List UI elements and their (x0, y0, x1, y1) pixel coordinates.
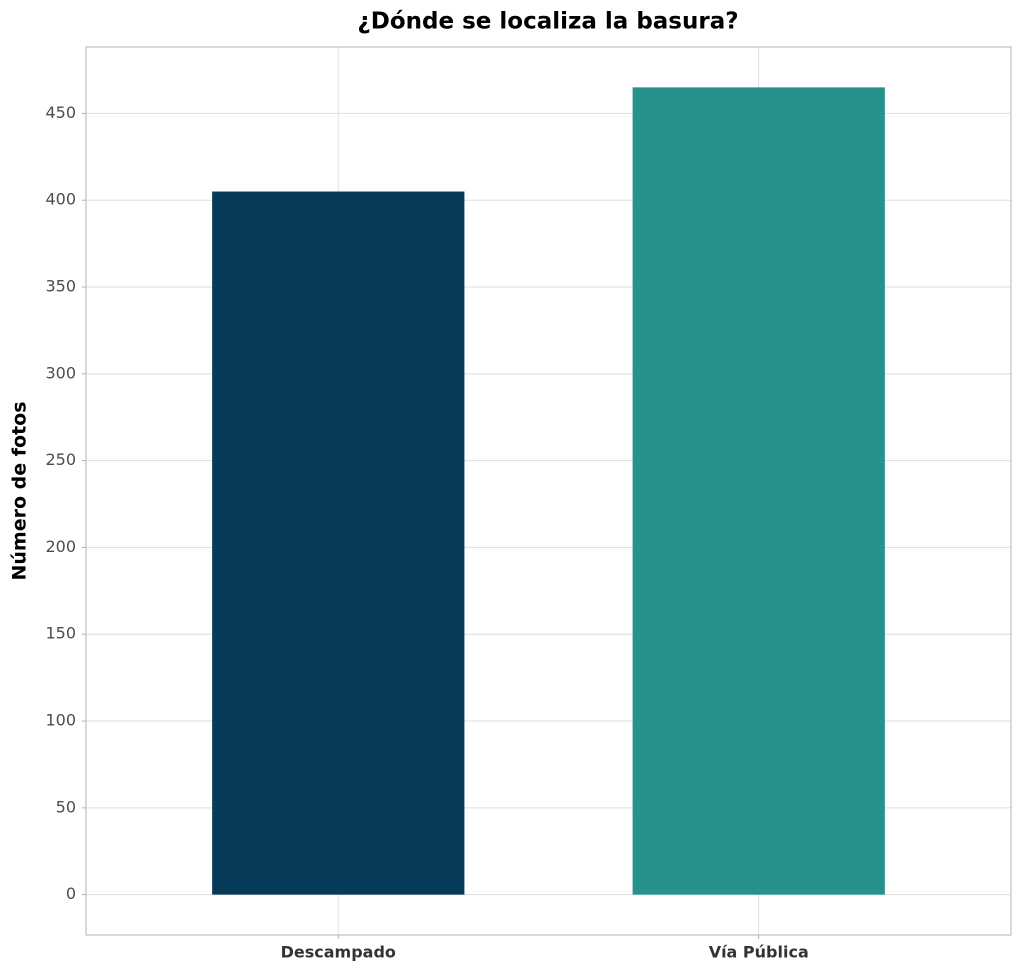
y-tick-label: 0 (66, 884, 76, 903)
y-tick-label: 300 (45, 363, 76, 382)
bar (212, 191, 465, 895)
y-tick-label: 250 (45, 450, 76, 469)
y-tick-label: 450 (45, 103, 76, 122)
y-tick-label: 350 (45, 277, 76, 296)
bars (212, 87, 885, 895)
bar (632, 87, 885, 895)
y-tick-label: 200 (45, 537, 76, 556)
y-tick-label: 50 (56, 797, 76, 816)
y-axis-label: Número de fotos (9, 401, 31, 580)
x-tick-label: Vía Pública (709, 943, 809, 962)
y-tick-label: 150 (45, 624, 76, 643)
y-tick-label: 100 (45, 711, 76, 730)
x-tick-label: Descampado (281, 943, 396, 962)
panel-border (85, 46, 1012, 936)
y-tick-label: 400 (45, 190, 76, 209)
chart-title: ¿Dónde se localiza la basura? (357, 9, 738, 35)
